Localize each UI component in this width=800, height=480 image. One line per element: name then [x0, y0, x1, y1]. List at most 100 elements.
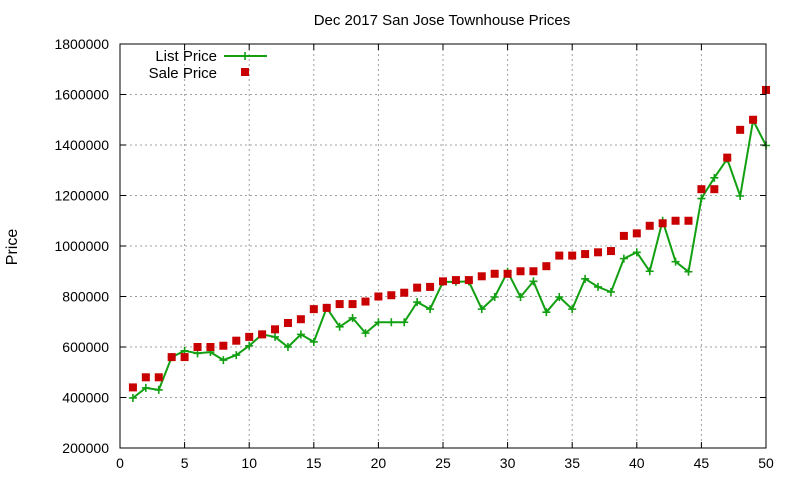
legend-marker-sale-price — [241, 68, 249, 76]
list-price-point — [632, 248, 641, 257]
list-price-point — [283, 343, 292, 351]
list-price-point — [581, 274, 590, 283]
sale-price-point — [684, 216, 693, 225]
x-tick-label: 25 — [435, 455, 451, 471]
sale-price-point — [296, 315, 305, 324]
sale-price-point — [542, 262, 551, 271]
legend: List Price Sale Price — [149, 48, 267, 82]
series-line-list-price — [132, 117, 767, 399]
sale-price-point — [348, 300, 357, 309]
list-price-point — [245, 341, 254, 350]
x-tick-label: 10 — [241, 455, 257, 471]
sale-price-point — [710, 185, 719, 194]
list-price-point — [542, 308, 551, 317]
sale-price-point — [606, 247, 615, 256]
sale-price-point — [167, 353, 176, 362]
list-price-point — [154, 385, 163, 394]
list-price-point — [374, 318, 383, 327]
sale-price-point — [128, 383, 137, 392]
x-tick-label: 35 — [564, 455, 580, 471]
series-layer — [128, 85, 770, 403]
sale-price-point — [232, 336, 241, 345]
sale-price-point — [594, 248, 603, 257]
sale-price-point — [387, 291, 396, 300]
list-price-point — [736, 192, 745, 201]
sale-price-point — [490, 269, 499, 278]
sale-price-point — [219, 341, 228, 350]
y-tick-label: 200000 — [62, 440, 109, 456]
sale-price-point — [749, 115, 758, 124]
x-tick-label: 15 — [306, 455, 322, 471]
sale-price-point — [658, 219, 667, 228]
sale-price-point — [697, 185, 706, 194]
list-price-point — [335, 322, 344, 331]
sale-price-point — [180, 353, 189, 362]
sale-price-point — [335, 300, 344, 309]
sale-price-point — [258, 330, 267, 339]
list-price-point — [594, 282, 603, 291]
list-price-point — [645, 267, 654, 276]
y-tick-label: 800000 — [62, 289, 109, 305]
list-price-point — [555, 293, 564, 302]
sale-price-point — [154, 373, 163, 382]
sale-price-point — [516, 267, 525, 276]
sale-price-point — [464, 276, 473, 285]
plot-border — [119, 43, 767, 449]
sale-price-point — [736, 125, 745, 134]
list-price-point — [309, 337, 318, 346]
x-tick-label: 20 — [371, 455, 387, 471]
list-price-point — [671, 257, 680, 266]
sale-price-point — [671, 216, 680, 225]
tick-labels: 0 5 10 15 20 25 30 35 40 45 50 200000 400000 600000 80… — [54, 36, 774, 471]
x-tick-label: 40 — [629, 455, 645, 471]
list-price-point — [710, 173, 719, 182]
list-price-point — [141, 383, 150, 392]
y-tick-label: 1600000 — [54, 87, 109, 103]
chart-title: Dec 2017 San Jose Townhouse Prices — [314, 12, 571, 29]
y-tick-label: 1200000 — [54, 188, 109, 204]
sale-price-point — [400, 288, 409, 297]
sale-price-point — [477, 272, 486, 281]
sale-price-point — [529, 267, 538, 276]
y-tick-label: 600000 — [62, 339, 109, 355]
sale-price-point — [374, 292, 383, 301]
list-price-point — [568, 305, 577, 314]
grid-lines — [120, 44, 766, 448]
list-price-point — [606, 287, 615, 296]
sale-price-point — [723, 153, 732, 162]
x-tick-label: 30 — [500, 455, 516, 471]
sale-price-point — [322, 303, 331, 312]
sale-price-point — [619, 231, 628, 240]
list-price-point — [296, 330, 305, 339]
sale-price-point — [555, 251, 564, 260]
list-price-point — [361, 329, 370, 338]
y-tick-label: 400000 — [62, 390, 109, 406]
list-price-point — [684, 267, 693, 276]
legend-marker-list-price — [241, 52, 249, 60]
legend-label-sale-price: Sale Price — [149, 65, 217, 82]
x-tick-label: 0 — [116, 455, 124, 471]
x-tick-label: 50 — [758, 455, 774, 471]
sale-price-point — [206, 343, 215, 351]
list-price-point — [400, 318, 409, 327]
plot-frame — [119, 43, 767, 449]
sale-price-point — [271, 325, 280, 334]
list-price-point — [529, 277, 538, 286]
list-price-point — [477, 305, 486, 314]
sale-price-point — [413, 283, 422, 292]
y-tick-label: 1000000 — [54, 238, 109, 254]
y-tick-label: 1800000 — [54, 36, 109, 52]
sale-price-point — [426, 282, 435, 291]
x-tick-label: 45 — [694, 455, 710, 471]
sale-price-point — [439, 277, 447, 286]
sale-price-point — [245, 332, 254, 341]
sale-price-point — [361, 297, 370, 306]
y-axis-title: Price — [4, 229, 21, 266]
sale-price-point — [581, 250, 590, 259]
sale-price-point — [503, 269, 512, 278]
list-price-point — [619, 254, 628, 263]
x-tick-label: 5 — [181, 455, 189, 471]
sale-price-point — [309, 305, 318, 314]
sale-price-point — [141, 373, 150, 382]
